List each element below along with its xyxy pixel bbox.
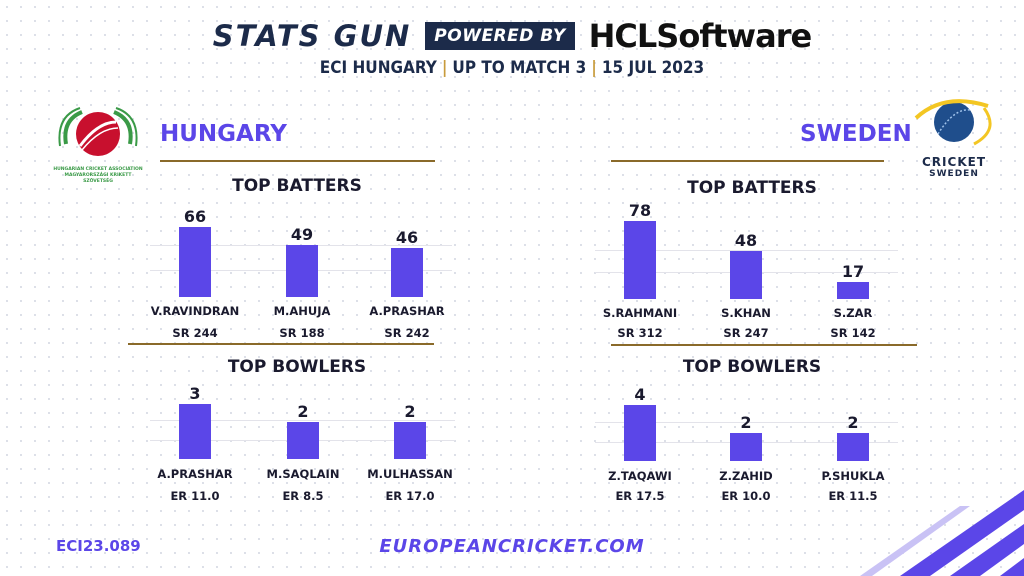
- subtitle-scope: UP TO MATCH 3: [452, 58, 587, 78]
- player-name: S.RAHMANI: [602, 306, 678, 320]
- bar: [179, 227, 211, 297]
- player-stat: ER 17.5: [615, 489, 665, 503]
- footer-code: ECI23.089: [56, 537, 141, 555]
- logo-caption-line2: MAGYARORSZÁGI KRIKETT SZÖVETSÉG: [64, 173, 132, 184]
- player-name: Z.TAQAWI: [608, 469, 672, 483]
- data-label: 3: [189, 384, 201, 403]
- team-name-hungary: HUNGARY: [160, 121, 287, 147]
- player-name: A.PRASHAR: [157, 467, 233, 481]
- data-label: 78: [628, 201, 652, 220]
- powered-by-badge: POWERED BY: [425, 22, 575, 50]
- player-stat: SR 244: [172, 326, 218, 340]
- subtitle: ECI HUNGARY | UP TO MATCH 3 | 15 JUL 2023: [319, 58, 705, 78]
- logo-line-sweden: SWEDEN: [929, 169, 979, 179]
- data-label: 2: [847, 413, 859, 432]
- player-name: S.ZAR: [833, 306, 873, 320]
- bar: [394, 422, 426, 459]
- bar: [730, 251, 762, 299]
- chart-title: TOP BATTERS: [232, 176, 362, 196]
- player-name: P.SHUKLA: [821, 469, 885, 483]
- player-stat: SR 312: [617, 326, 663, 340]
- decorative-stripes: [860, 490, 1024, 576]
- divider-sweden-mid: [611, 344, 917, 346]
- data-label: 66: [183, 207, 207, 226]
- data-label: 2: [297, 402, 309, 422]
- gridline: [150, 420, 455, 421]
- bar: [624, 405, 656, 461]
- data-label: 17: [841, 262, 865, 281]
- player-stat: ER 8.5: [282, 489, 324, 503]
- stats-gun-logo: STATS GUN: [212, 19, 412, 53]
- player-stat: ER 17.0: [385, 489, 435, 503]
- bar: [837, 433, 869, 461]
- bar: [837, 282, 869, 299]
- divider-hungary-top: [160, 160, 435, 162]
- gridline: [595, 422, 898, 423]
- chart-title: TOP BOWLERS: [682, 357, 822, 377]
- player-name: V.RAVINDRAN: [150, 304, 240, 318]
- bar: [179, 404, 211, 459]
- player-stat: ER 10.0: [721, 489, 771, 503]
- bar: [391, 248, 423, 297]
- player-name: A.PRASHAR: [369, 304, 445, 318]
- data-label: 49: [290, 225, 314, 245]
- bar: [287, 422, 319, 459]
- player-stat: SR 142: [830, 326, 876, 340]
- data-label: 2: [740, 413, 752, 432]
- header-title: STATS GUN POWERED BY HCLSoftware: [0, 12, 1024, 60]
- bar: [730, 433, 762, 461]
- player-stat: SR 247: [723, 326, 769, 340]
- cricket-ball-icon: [914, 99, 992, 146]
- data-label: 46: [395, 228, 419, 248]
- hcl-software-logo: HCLSoftware: [588, 17, 813, 55]
- footer-url[interactable]: EUROPEANCRICKET.COM: [379, 536, 645, 557]
- player-name: M.ULHASSAN: [367, 467, 453, 481]
- player-name: M.SAQLAIN: [266, 467, 340, 481]
- chart-title: TOP BOWLERS: [227, 357, 367, 377]
- divider-sweden-top: [611, 160, 884, 162]
- subtitle-date: 15 JUL 2023: [601, 58, 705, 78]
- gridline: [595, 250, 898, 251]
- player-name: M.AHUJA: [273, 304, 331, 318]
- player-stat: SR 188: [279, 326, 325, 340]
- logo-caption-line1: HUNGARIAN CRICKET ASSOCIATION: [53, 167, 143, 172]
- bar: [286, 245, 318, 297]
- player-stat: ER 11.5: [828, 489, 878, 503]
- subtitle-event: ECI HUNGARY: [319, 58, 437, 78]
- chart-title: TOP BATTERS: [687, 178, 817, 198]
- data-label: 2: [404, 402, 416, 422]
- player-stat: ER 11.0: [170, 489, 220, 503]
- player-name: S.KHAN: [721, 306, 771, 320]
- cricket-ball-icon: [58, 107, 138, 156]
- bar: [624, 221, 656, 299]
- cricket-sweden-logo: CRICKET SWEDEN: [904, 96, 1004, 188]
- player-name: Z.ZAHID: [719, 469, 773, 483]
- data-label: 48: [734, 231, 758, 250]
- logo-line-cricket: CRICKET: [922, 155, 986, 169]
- hungarian-cricket-association-logo: HUNGARIAN CRICKET ASSOCIATION MAGYARORSZ…: [52, 106, 144, 184]
- player-stat: SR 242: [384, 326, 430, 340]
- data-label: 4: [634, 385, 646, 404]
- divider-hungary-mid: [128, 343, 434, 345]
- team-name-sweden: SWEDEN: [800, 121, 912, 147]
